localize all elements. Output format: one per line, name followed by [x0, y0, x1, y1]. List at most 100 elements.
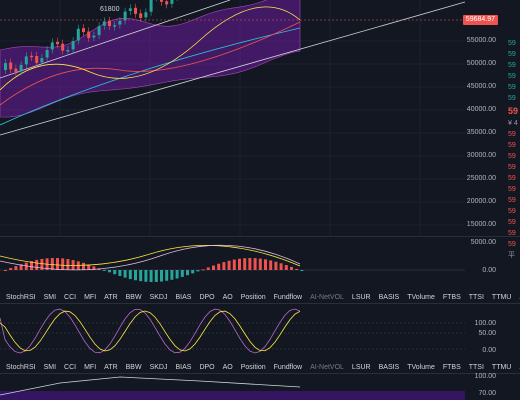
pane-divider[interactable] [0, 373, 520, 374]
indicator-tab[interactable]: TTSI [468, 293, 484, 301]
macd-histogram-bar [82, 262, 85, 270]
indicator-tab[interactable]: CCI [64, 363, 77, 371]
indicator-tab[interactable]: TVolume [407, 363, 435, 371]
orderbook-entry[interactable]: 59 [508, 131, 516, 138]
price-chart-pane[interactable]: 59684.97 61800 55000.00 50000.00 45000.00 4… [0, 0, 520, 236]
price-chart[interactable] [0, 0, 520, 236]
indicator-tab[interactable]: MFI [84, 293, 97, 301]
macd-histogram-bar [35, 259, 39, 270]
indicator-tab[interactable]: AO [222, 363, 233, 371]
indicator-tab[interactable]: ATR [104, 363, 118, 371]
macd-histogram-bar [217, 263, 221, 270]
stochrsi-d-line [0, 310, 301, 352]
macd-histogram-bar [290, 266, 293, 270]
indicator-tab[interactable]: CCI [64, 293, 77, 301]
stochrsi-chart [0, 308, 465, 354]
indicator-tab[interactable]: TTMU [491, 293, 512, 301]
indicator-tab[interactable]: BBW [125, 363, 142, 371]
orderbook-entry[interactable]: 59 [508, 51, 516, 58]
indicator-tab[interactable]: DPO [199, 363, 215, 371]
macd-histogram-bar [50, 258, 54, 270]
macd-histogram-bar [300, 270, 304, 271]
indicator-tab[interactable]: AI-NetVOL [310, 293, 344, 301]
macd-pane[interactable]: 5000.00 0.00 [0, 236, 520, 288]
orderbook-entry[interactable]: 59 [508, 95, 516, 102]
orderbook-entry[interactable]: 59 [508, 153, 516, 160]
indicator-tab[interactable]: Fundflow [273, 363, 303, 371]
indicator-tab[interactable]: SKDJ [149, 293, 168, 301]
indicator-tab[interactable]: AI-NetVOL [310, 363, 344, 371]
macd-histogram-bar [180, 270, 184, 277]
orderbook-entry[interactable]: 59 [508, 40, 516, 47]
indicator-tab[interactable]: Position [240, 363, 266, 371]
axis-tick-label: 30000.00 [466, 152, 496, 159]
orderbook-entry[interactable]: 59 [508, 175, 516, 182]
axis-tick-label: 40000.00 [466, 106, 496, 113]
indicator-tab[interactable]: BASIS [378, 363, 400, 371]
indicator-tab[interactable]: SKDJ [149, 363, 168, 371]
indicator-tab[interactable]: StochRSI [6, 363, 36, 371]
stochrsi-k-line [0, 308, 301, 354]
macd-histogram-bar [232, 259, 236, 270]
orderbook-entry[interactable]: 59 [508, 241, 516, 248]
indicator-tab[interactable]: ATR [104, 293, 118, 301]
macd-histogram-bar [128, 270, 132, 280]
orderbook-entry[interactable]: 59 [508, 230, 516, 237]
orderbook-entry[interactable]: 59 [508, 142, 516, 149]
axis-tick-label: 35000.00 [466, 129, 496, 136]
indicator-tab[interactable]: LSUR [351, 293, 371, 301]
stochrsi-pane[interactable]: 100.00 50.00 0.00 [0, 303, 520, 359]
macd-histogram-bar [274, 261, 278, 270]
candle-body [61, 43, 65, 51]
orderbook-entry[interactable]: 平 [508, 252, 515, 259]
indicator-line [0, 376, 301, 396]
indicator-tab[interactable]: SMI [43, 363, 57, 371]
orderbook-entry[interactable]: 59 [508, 197, 516, 204]
pane-divider[interactable] [0, 236, 520, 237]
indicator-tab[interactable]: LSUR [351, 363, 371, 371]
indicator-toolbar: StochRSI SMI CCI MFI ATR BBW SKDJ BIAS DPO AO Posi… [0, 290, 520, 304]
orderbook-entry[interactable]: 59 [508, 219, 516, 226]
indicator-tab[interactable]: FTBS [442, 293, 461, 301]
macd-histogram-bar [4, 270, 7, 271]
macd-histogram-bar [212, 265, 215, 270]
orderbook-column[interactable]: 59 59 59 59 59 59 59 ¥ 4 59 59 59 59 59 59 59 59 59 59 59 平 [508, 38, 520, 398]
indicator-tab[interactable]: Position [240, 293, 266, 301]
candle-body [123, 11, 127, 21]
indicator-tab[interactable]: BIAS [175, 363, 192, 371]
indicator-tab[interactable]: TTSI [468, 363, 484, 371]
orderbook-entry[interactable]: 59 [508, 164, 516, 171]
indicator-tab[interactable]: BASIS [378, 293, 400, 301]
indicator-tab[interactable]: MFI [84, 363, 97, 371]
moving-average-long [0, 27, 301, 126]
indicator-tab[interactable]: BBW [125, 293, 142, 301]
indicator-tab[interactable]: StochRSI [6, 293, 36, 301]
orderbook-entry[interactable]: 59 [508, 186, 516, 193]
indicator-tab[interactable]: SMI [43, 293, 57, 301]
candle-body [50, 42, 54, 50]
indicator-tab[interactable]: TTMU [491, 363, 512, 371]
orderbook-entry[interactable]: 59 [508, 73, 516, 80]
indicator-tab[interactable]: TVolume [407, 293, 435, 301]
macd-histogram-bar [9, 268, 13, 270]
macd-histogram-bar [165, 270, 169, 281]
indicator-tab[interactable]: FTBS [442, 363, 461, 371]
macd-histogram-bar [154, 270, 158, 282]
indicator-tab[interactable]: AO [222, 293, 233, 301]
pane-divider[interactable] [0, 303, 520, 304]
orderbook-entry[interactable]: 59 [508, 208, 516, 215]
orderbook-entry[interactable]: 59 [508, 84, 516, 91]
macd-histogram-bar [175, 270, 179, 279]
orderbook-entry[interactable]: ¥ 4 [508, 120, 518, 127]
candle-body [4, 63, 7, 70]
indicator-tab[interactable]: BIAS [175, 293, 192, 301]
indicator-tab[interactable]: DPO [199, 293, 215, 301]
orderbook-entry[interactable]: 59 [508, 106, 519, 116]
candle-body [160, 0, 163, 2]
bottom-indicator-pane[interactable]: 100.00 70.00 [0, 373, 520, 400]
candle-body [56, 41, 59, 45]
macd-histogram-bar [238, 258, 241, 270]
orderbook-entry[interactable]: 59 [508, 62, 516, 69]
trendline-upper [0, 0, 231, 79]
indicator-tab[interactable]: Fundflow [273, 293, 303, 301]
